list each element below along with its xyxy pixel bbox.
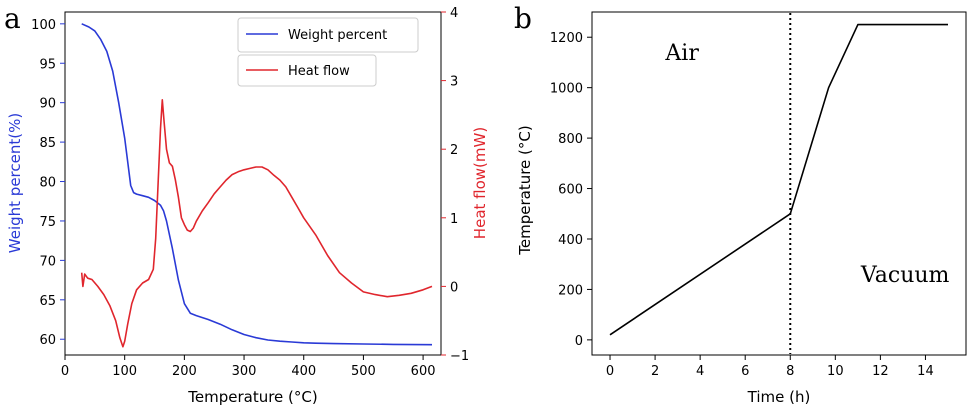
panel-b-series [609, 13, 948, 354]
a-x-tick-label: 100 [112, 364, 137, 379]
annotation-vacuum: Vacuum [860, 263, 950, 288]
a-x-tick-label: 300 [232, 364, 257, 379]
a-right-tick-label: 0 [450, 280, 458, 295]
a-left-tick-label: 80 [39, 176, 56, 191]
a-left-tick-label: 70 [39, 254, 56, 269]
b-x-tick-label: 12 [872, 364, 889, 379]
b-x-tick-label: 0 [606, 364, 614, 379]
panel-a-series [80, 23, 433, 348]
panel-a-label: a [4, 2, 21, 35]
a-left-tick-label: 65 [39, 294, 56, 309]
b-y-tick-label: 400 [558, 233, 583, 248]
a-right-tick-label: 3 [450, 75, 458, 90]
a-left-tick-label: 85 [39, 136, 56, 151]
b-x-tick-label: 8 [786, 364, 794, 379]
panel-a-x-ticks: 0 100 200 300 400 500 600 [61, 355, 436, 379]
panel-a-right-ticks: −1 0 1 2 3 4 [441, 6, 469, 364]
panel-b-label: b [514, 2, 532, 35]
a-left-tick-label: 75 [39, 215, 56, 230]
a-right-tick-label: 2 [450, 143, 458, 158]
a-left-tick-label: 95 [39, 57, 56, 72]
a-left-tick-label: 60 [39, 333, 56, 348]
a-x-tick-label: 600 [411, 364, 436, 379]
a-x-tick-label: 0 [61, 364, 69, 379]
a-left-tick-label: 100 [31, 18, 56, 33]
a-x-tick-label: 400 [291, 364, 316, 379]
b-y-tick-label: 1000 [550, 82, 583, 97]
a-right-tick-label: −1 [450, 349, 469, 364]
b-y-tick-label: 1200 [550, 31, 583, 46]
panel-a-frame [64, 11, 442, 356]
panel-a-left-ticks: 60 65 70 75 80 85 90 95 100 [31, 18, 65, 348]
a-x-tick-label: 500 [351, 364, 376, 379]
a-right-tick-label: 4 [450, 6, 458, 21]
legend-box-weight [237, 17, 419, 53]
b-x-tick-label: 10 [827, 364, 844, 379]
panel-a-chart: 0 100 200 300 400 500 600 6065707580859095100 … [6, 6, 489, 406]
legend-box-heat [237, 54, 377, 87]
panel-a-right-axis-label: Heat flow(mW) [471, 127, 489, 239]
temperature-profile-line [609, 23, 948, 336]
a-left-tick-label: 90 [39, 97, 56, 112]
a-x-tick-label: 200 [172, 364, 197, 379]
panel-b-y-axis-label: Temperature (°C) [516, 125, 534, 255]
b-x-tick-label: 14 [917, 364, 934, 379]
b-x-tick-label: 2 [651, 364, 659, 379]
a-right-tick-label: 1 [450, 212, 458, 227]
b-y-tick-label: 200 [558, 283, 583, 298]
panel-b-frame [591, 11, 967, 356]
b-y-tick-label: 0 [575, 334, 583, 349]
b-y-tick-label: 600 [558, 183, 583, 198]
b-x-tick-label: 6 [741, 364, 749, 379]
panel-b-x-axis-label: Time (h) [747, 388, 811, 406]
heat-flow-line [80, 99, 433, 348]
panel-a-x-axis-label: Temperature (°C) [187, 388, 317, 406]
b-x-tick-label: 4 [696, 364, 704, 379]
panel-b-y-ticks: 0 200 400 600 800 1000 1200 [550, 31, 592, 349]
legend-label-weight: Weight percent [288, 28, 387, 43]
legend-label-heat: Heat flow [288, 64, 350, 79]
panel-a-left-axis-label: Weight percent(%) [6, 113, 24, 253]
weight-percent-line [81, 23, 433, 346]
panel-b-chart: 0 2 4 6 8 10 12 14 0 200 400 600 800 1000 1200 Time (… [516, 11, 967, 406]
panel-a-legend: Weight percent Heat flow [237, 17, 419, 87]
b-y-tick-label: 800 [558, 132, 583, 147]
panel-b-x-ticks: 0 2 4 6 8 10 12 14 [606, 355, 934, 379]
annotation-air: Air [664, 41, 699, 66]
